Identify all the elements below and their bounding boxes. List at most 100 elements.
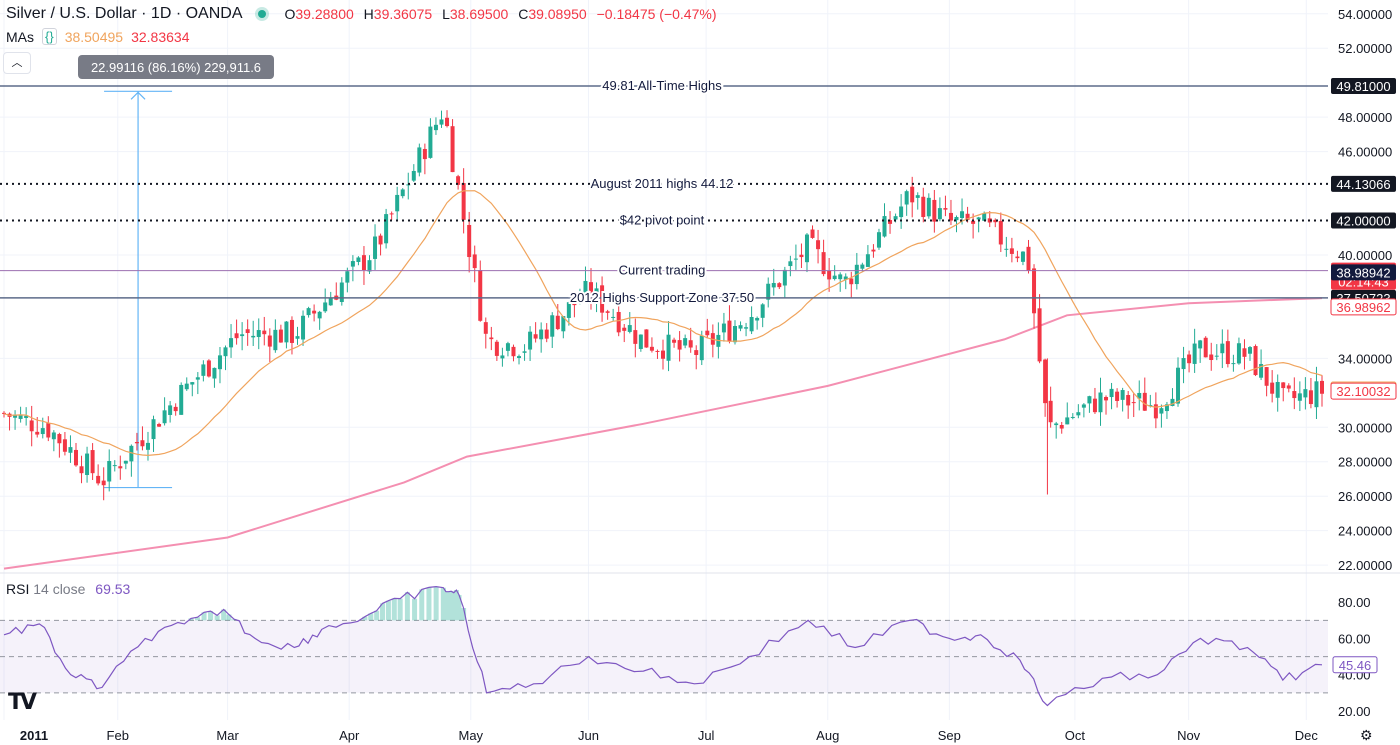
candle[interactable]: [672, 337, 677, 348]
rsi-legend[interactable]: RSI 14 close 69.53: [6, 581, 130, 597]
candle[interactable]: [544, 323, 549, 343]
candle[interactable]: [1087, 395, 1092, 413]
candle[interactable]: [793, 244, 798, 270]
candle[interactable]: [749, 306, 754, 335]
candle[interactable]: [1231, 354, 1236, 372]
candle[interactable]: [661, 339, 665, 370]
candle[interactable]: [1236, 337, 1241, 365]
candle[interactable]: [555, 304, 560, 331]
candle[interactable]: [1142, 377, 1147, 411]
candle[interactable]: [611, 308, 616, 321]
candle[interactable]: [129, 444, 134, 477]
level-line[interactable]: Current trading39.08950: [0, 261, 1396, 280]
code-braces-icon[interactable]: {}: [42, 28, 57, 45]
candle[interactable]: [1054, 421, 1059, 439]
candle[interactable]: [251, 320, 256, 346]
candle[interactable]: [1015, 250, 1020, 263]
candle[interactable]: [389, 211, 394, 220]
candle[interactable]: [1225, 329, 1230, 368]
candle[interactable]: [688, 327, 693, 353]
candle[interactable]: [937, 197, 942, 222]
symbol-title[interactable]: Silver / U.S. Dollar · 1D · OANDA: [6, 5, 243, 22]
candle[interactable]: [1275, 374, 1280, 412]
candle[interactable]: [345, 267, 350, 293]
candle[interactable]: [1220, 329, 1225, 369]
candle[interactable]: [511, 344, 516, 362]
candle[interactable]: [1314, 366, 1319, 420]
candle[interactable]: [710, 324, 715, 358]
candle[interactable]: [1176, 357, 1181, 407]
candle[interactable]: [73, 442, 78, 467]
candle[interactable]: [1098, 377, 1103, 426]
candle[interactable]: [705, 318, 710, 339]
candle[interactable]: [954, 215, 959, 233]
candle[interactable]: [577, 288, 582, 305]
candle[interactable]: [1059, 421, 1064, 434]
candle[interactable]: [467, 211, 472, 273]
candle[interactable]: [489, 326, 494, 351]
candle[interactable]: [832, 265, 837, 281]
candle[interactable]: [306, 306, 311, 318]
candle[interactable]: [976, 216, 981, 233]
candle[interactable]: [766, 277, 771, 308]
candle[interactable]: [821, 239, 826, 277]
candle[interactable]: [583, 266, 588, 302]
candle[interactable]: [134, 432, 139, 451]
candle[interactable]: [107, 449, 112, 492]
candle[interactable]: [854, 252, 859, 290]
candle[interactable]: [876, 228, 881, 250]
candle[interactable]: [384, 208, 389, 249]
candle[interactable]: [85, 446, 90, 483]
candle[interactable]: [445, 110, 450, 128]
candle[interactable]: [483, 317, 488, 349]
candle[interactable]: [240, 322, 245, 351]
candle[interactable]: [1203, 336, 1208, 358]
candle[interactable]: [422, 143, 427, 175]
candle[interactable]: [1320, 375, 1324, 407]
candle[interactable]: [350, 255, 355, 282]
candle[interactable]: [1153, 392, 1158, 429]
candle[interactable]: [500, 347, 505, 367]
candle[interactable]: [932, 189, 937, 233]
candle[interactable]: [278, 324, 283, 343]
candle[interactable]: [1270, 370, 1275, 403]
candle[interactable]: [960, 198, 965, 225]
candle[interactable]: [1109, 382, 1114, 410]
candle[interactable]: [871, 244, 876, 258]
candle[interactable]: [206, 359, 211, 378]
candle[interactable]: [478, 260, 483, 322]
candle[interactable]: [229, 324, 234, 358]
candle[interactable]: [1009, 237, 1014, 263]
candle[interactable]: [533, 322, 538, 343]
candle[interactable]: [157, 422, 162, 427]
candle[interactable]: [1120, 387, 1125, 412]
ma-fast-line[interactable]: [3, 190, 1323, 457]
candle[interactable]: [666, 321, 671, 372]
candle[interactable]: [804, 233, 809, 273]
candle[interactable]: [439, 110, 444, 128]
candle[interactable]: [323, 288, 328, 313]
candle[interactable]: [694, 345, 699, 370]
ma-slow-line[interactable]: [3, 297, 1323, 570]
candle[interactable]: [849, 271, 854, 299]
candle[interactable]: [760, 303, 765, 328]
candle[interactable]: [860, 262, 865, 272]
candle[interactable]: [616, 302, 621, 337]
candle[interactable]: [998, 212, 1003, 253]
candle[interactable]: [987, 211, 992, 228]
candle[interactable]: [788, 255, 793, 277]
candle[interactable]: [68, 435, 73, 463]
candle[interactable]: [46, 416, 51, 442]
candle[interactable]: [245, 319, 250, 346]
candle[interactable]: [190, 381, 195, 397]
candle[interactable]: [1104, 395, 1109, 415]
candle[interactable]: [904, 189, 909, 216]
candle[interactable]: [1020, 251, 1025, 266]
candle[interactable]: [57, 432, 62, 458]
candle[interactable]: [755, 316, 760, 330]
collapse-legend-chevron-up-icon[interactable]: ︿: [3, 52, 31, 74]
candle[interactable]: [600, 276, 605, 322]
candle[interactable]: [1192, 328, 1197, 373]
candle[interactable]: [605, 309, 610, 320]
